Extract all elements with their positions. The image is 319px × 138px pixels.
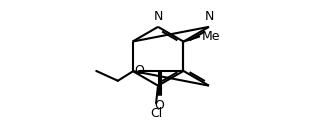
Text: Cl: Cl bbox=[150, 107, 162, 120]
Text: N: N bbox=[204, 10, 214, 23]
Text: O: O bbox=[134, 64, 144, 77]
Text: N: N bbox=[153, 10, 163, 23]
Text: Me: Me bbox=[202, 30, 221, 43]
Text: O: O bbox=[154, 99, 164, 112]
